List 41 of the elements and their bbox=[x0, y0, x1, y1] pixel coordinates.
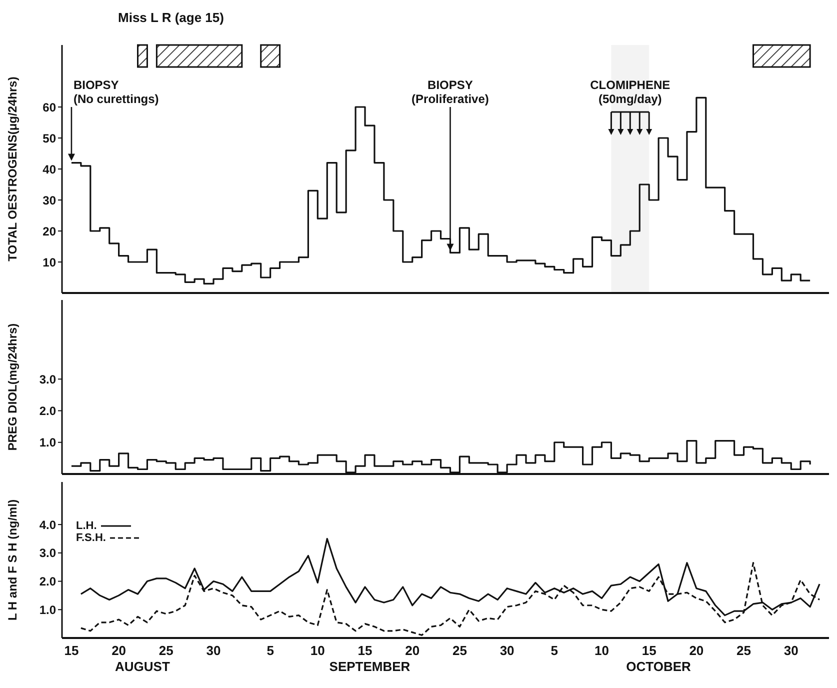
y-tick-label: 3.0 bbox=[39, 546, 56, 560]
legend-label: L.H. bbox=[76, 520, 97, 532]
y-tick-label: 40 bbox=[42, 162, 56, 176]
annotation: BIOPSY (Proliferative) bbox=[412, 78, 489, 106]
y-tick-label: 4.0 bbox=[39, 518, 56, 532]
y-axis-title: L H and F S H (ng/ml) bbox=[5, 499, 20, 621]
x-tick-label: 30 bbox=[500, 643, 514, 658]
y-tick-label: 50 bbox=[42, 131, 56, 146]
band-label: CLOMIPHENE (50mg/day) bbox=[590, 78, 670, 106]
text: SEPTEMBER bbox=[329, 659, 411, 674]
text: AUGUST bbox=[115, 659, 170, 674]
x-tick-label: 15 bbox=[358, 643, 372, 658]
x-tick-label: 15 bbox=[642, 643, 656, 658]
legend-label: F.S.H. bbox=[76, 532, 106, 544]
y-axis-title: TOTAL OESTROGENS(μg/24hrs) bbox=[5, 76, 20, 262]
x-tick-label: 15 bbox=[64, 643, 79, 658]
y-tick-label: 3.0 bbox=[39, 372, 56, 386]
x-tick-label: 30 bbox=[206, 643, 221, 658]
y-tick-label: 1.0 bbox=[39, 602, 56, 617]
x-tick-label: 5 bbox=[550, 643, 558, 658]
x-tick-label: 25 bbox=[452, 643, 467, 658]
y-tick-label: 1.0 bbox=[39, 436, 56, 450]
y-tick-label: 60 bbox=[42, 100, 56, 114]
y-tick-label: 10 bbox=[42, 255, 56, 270]
x-tick-label: 10 bbox=[310, 643, 325, 658]
x-tick-label: 25 bbox=[158, 643, 174, 658]
annotation: BIOPSY (No curettings) bbox=[73, 78, 159, 106]
y-axis-title: PREG DIOL(mg/24hrs) bbox=[5, 323, 20, 451]
x-tick-label: 20 bbox=[689, 643, 704, 658]
x-tick-label: 30 bbox=[784, 643, 798, 658]
x-tick-label: 5 bbox=[266, 643, 274, 658]
text: OCTOBER bbox=[626, 659, 692, 674]
chart-title: Miss L R (age 15) bbox=[118, 10, 224, 25]
x-tick-label: 20 bbox=[112, 643, 126, 658]
y-tick-label: 2.0 bbox=[39, 574, 56, 589]
y-tick-label: 30 bbox=[42, 193, 56, 208]
y-tick-label: 2.0 bbox=[39, 404, 56, 418]
x-tick-label: 10 bbox=[594, 643, 609, 658]
x-tick-label: 25 bbox=[736, 643, 752, 658]
y-tick-label: 20 bbox=[42, 224, 56, 238]
x-tick-label: 20 bbox=[405, 643, 420, 658]
